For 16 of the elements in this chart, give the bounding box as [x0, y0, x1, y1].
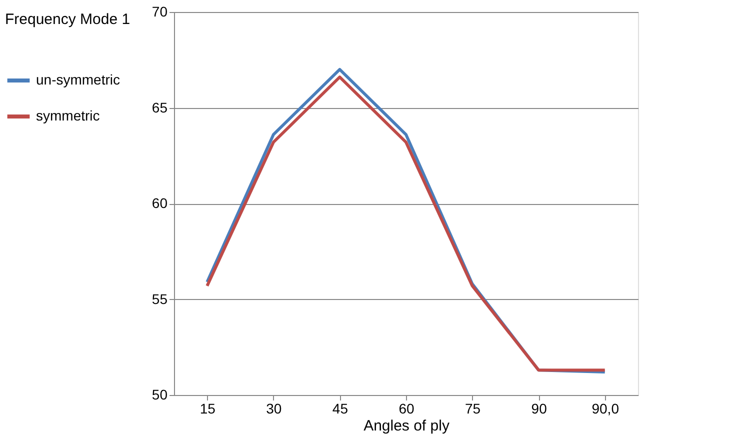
x-tick-label: 60: [398, 400, 414, 416]
y-tick-label: 50: [152, 386, 168, 402]
legend-label: un-symmetric: [36, 72, 120, 88]
x-axis-title: Angles of ply: [364, 418, 450, 434]
y-tick-label: 65: [152, 99, 168, 116]
legend-title: Frequency Mode 1: [5, 11, 130, 28]
x-tick-label: 30: [266, 400, 282, 416]
x-tick-label: 90: [531, 400, 548, 416]
y-tick-label: 55: [152, 290, 168, 307]
x-tick-label: 75: [464, 400, 481, 416]
y-tick-label: 70: [152, 4, 168, 20]
y-tick-label: 60: [152, 195, 168, 211]
legend-label: symmetric: [36, 108, 100, 124]
x-tick-label: 90,0: [592, 400, 620, 416]
x-tick-label: 45: [332, 400, 348, 416]
x-tick-label: 15: [200, 400, 216, 416]
